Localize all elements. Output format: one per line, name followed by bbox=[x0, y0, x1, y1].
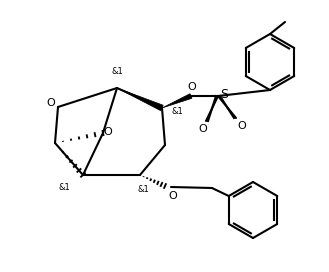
Text: &1: &1 bbox=[137, 186, 149, 194]
Text: &1: &1 bbox=[58, 184, 70, 193]
Polygon shape bbox=[117, 88, 163, 111]
Polygon shape bbox=[162, 94, 192, 108]
Text: &1: &1 bbox=[111, 67, 123, 76]
Text: S: S bbox=[220, 88, 228, 101]
Text: O: O bbox=[104, 127, 113, 137]
Text: O: O bbox=[238, 121, 246, 131]
Text: &1: &1 bbox=[171, 107, 183, 116]
Text: O: O bbox=[199, 124, 207, 134]
Text: O: O bbox=[47, 98, 55, 108]
Text: O: O bbox=[169, 191, 177, 201]
Text: O: O bbox=[188, 82, 196, 92]
